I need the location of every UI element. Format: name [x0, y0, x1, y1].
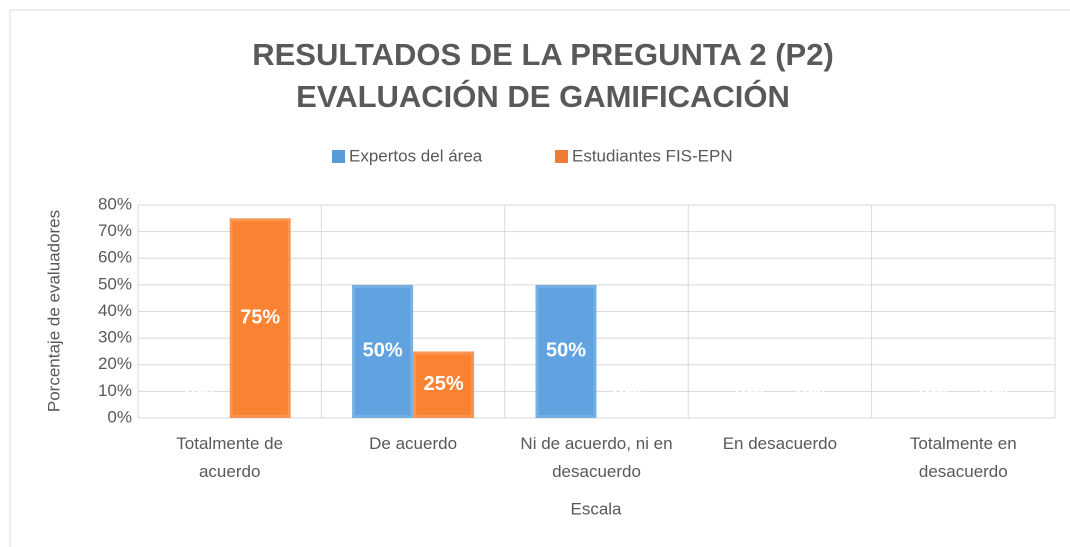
x-tick-label: Totalmente de acuerdo — [176, 434, 283, 481]
y-tick-label: 70% — [98, 221, 132, 240]
legend-swatch — [555, 150, 568, 163]
data-label: 0% — [796, 380, 825, 402]
y-tick-label: 10% — [98, 381, 132, 400]
chart-title: RESULTADOS DE LA PREGUNTA 2 (P2) — [252, 37, 834, 72]
y-tick-label: 30% — [98, 328, 132, 347]
x-tick-label: En desacuerdo — [723, 434, 837, 453]
x-tick-label: Totalmente en desacuerdo — [910, 434, 1017, 481]
legend-swatch — [332, 150, 345, 163]
chart-border — [9, 9, 1070, 547]
y-axis-label: Porcentaje de evaluadores — [44, 210, 63, 412]
data-label: 0% — [979, 380, 1008, 402]
y-tick-label: 60% — [98, 248, 132, 267]
bar — [229, 218, 291, 418]
data-label: 0% — [185, 380, 214, 402]
y-tick-label: 40% — [98, 301, 132, 320]
bar — [413, 351, 475, 418]
data-label: 75% — [240, 306, 280, 328]
y-tick-label: 80% — [98, 194, 132, 213]
x-tick-label: Ni de acuerdo, ni en desacuerdo — [520, 434, 672, 481]
legend-label: Expertos del área — [349, 146, 483, 165]
x-axis-label: Escala — [570, 499, 622, 518]
data-label: 25% — [424, 373, 464, 395]
data-label: 50% — [363, 340, 403, 362]
chart-title: EVALUACIÓN DE GAMIFICACIÓN — [296, 78, 790, 114]
data-label: 50% — [546, 340, 586, 362]
bar — [352, 284, 414, 418]
legend-label: Estudiantes FIS-EPN — [572, 146, 733, 165]
data-label: 0% — [918, 380, 947, 402]
data-label: 0% — [613, 380, 642, 402]
y-tick-label: 20% — [98, 354, 132, 373]
y-tick-label: 0% — [107, 407, 132, 426]
y-tick-label: 50% — [98, 274, 132, 293]
data-label: 0% — [735, 380, 764, 402]
bar — [535, 284, 597, 418]
x-tick-label: De acuerdo — [369, 434, 457, 453]
